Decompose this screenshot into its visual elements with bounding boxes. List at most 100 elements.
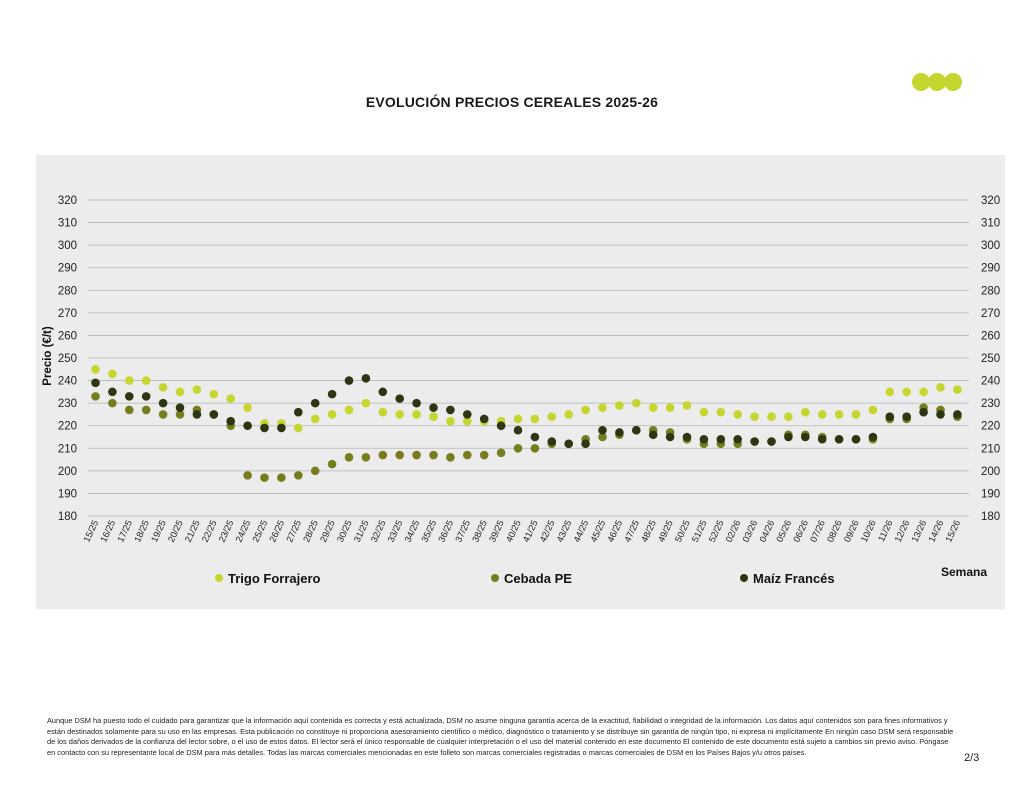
data-point-cebada — [310, 466, 320, 476]
y-tick-label: 280 — [58, 285, 77, 297]
data-point-trigo — [936, 383, 945, 392]
dsm-logo — [912, 73, 962, 91]
data-point-cebada — [530, 443, 540, 453]
data-point-trigo — [868, 405, 878, 415]
page-number: 2/3 — [964, 752, 980, 764]
data-point-cebada — [125, 405, 134, 415]
y-tick-label-right: 300 — [981, 240, 1000, 252]
legend-label: Maíz Francés — [753, 571, 835, 586]
data-point-maiz — [868, 432, 878, 442]
data-point-maiz — [395, 394, 405, 403]
data-point-trigo — [817, 410, 827, 419]
data-point-trigo — [632, 398, 641, 408]
data-point-cebada — [395, 450, 405, 460]
logo-dot-icon — [944, 73, 962, 91]
data-point-trigo — [564, 410, 573, 419]
data-point-cebada — [463, 450, 472, 460]
data-point-trigo — [648, 403, 658, 412]
y-tick-label: 220 — [58, 421, 77, 433]
data-point-cebada — [141, 405, 151, 415]
data-point-cebada — [108, 398, 117, 408]
data-point-cebada — [412, 450, 421, 460]
y-tick-label: 290 — [58, 263, 77, 275]
y-tick-label-right: 180 — [981, 511, 1000, 523]
y-tick-label: 210 — [58, 443, 77, 455]
data-point-maiz — [733, 434, 742, 444]
data-point-cebada — [327, 459, 337, 469]
data-point-maiz — [479, 414, 489, 424]
data-point-trigo — [699, 407, 709, 417]
data-point-maiz — [226, 416, 235, 426]
x-axis-label: Semana — [941, 565, 987, 579]
data-point-maiz — [953, 410, 962, 419]
chart-panel: 180 180 190 190 200 200 210 210 220 220 230 230 240 2… — [36, 155, 1005, 609]
legend-marker-trigo — [215, 574, 223, 582]
chart-title: EVOLUCIÓN PRECIOS CEREALES 2025-26 — [365, 94, 659, 110]
data-point-maiz — [648, 430, 658, 440]
data-point-trigo — [682, 401, 692, 410]
data-point-maiz — [699, 434, 709, 444]
data-point-trigo — [902, 387, 911, 397]
chart-background — [36, 155, 1005, 609]
data-point-maiz — [496, 421, 506, 431]
data-point-trigo — [395, 410, 405, 419]
data-point-cebada — [598, 432, 607, 442]
y-tick-label-right: 200 — [981, 466, 1000, 478]
data-point-cebada — [429, 450, 438, 460]
y-tick-label-right: 190 — [981, 488, 1000, 500]
data-point-maiz — [125, 392, 134, 401]
y-tick-label-right: 290 — [981, 263, 1000, 275]
data-point-trigo — [226, 394, 235, 403]
y-tick-label-right: 270 — [981, 308, 1000, 320]
y-tick-label: 310 — [58, 218, 77, 230]
data-point-trigo — [344, 405, 354, 415]
data-point-cebada — [496, 448, 506, 458]
data-point-maiz — [834, 434, 844, 444]
data-point-trigo — [446, 416, 455, 426]
y-tick-label: 260 — [58, 330, 77, 342]
data-point-trigo — [243, 403, 252, 412]
data-point-maiz — [817, 434, 827, 444]
data-point-cebada — [446, 453, 455, 462]
data-point-trigo — [733, 410, 742, 419]
data-point-maiz — [784, 432, 793, 442]
data-point-maiz — [598, 425, 607, 435]
data-point-trigo — [750, 412, 759, 421]
data-point-cebada — [91, 392, 100, 401]
y-tick-label: 270 — [58, 308, 77, 320]
y-tick-label: 240 — [58, 376, 77, 388]
data-point-trigo — [327, 410, 337, 419]
y-tick-label: 190 — [58, 488, 77, 500]
data-point-maiz — [919, 407, 928, 417]
legend-marker-cebada — [491, 574, 499, 582]
y-tick-label-right: 320 — [981, 195, 1000, 207]
data-point-trigo — [91, 364, 100, 374]
data-point-trigo — [716, 407, 726, 417]
y-tick-label-right: 210 — [981, 443, 1000, 455]
y-axis-label: Precio (€/t) — [42, 326, 54, 386]
y-tick-label-right: 310 — [981, 218, 1000, 230]
data-point-trigo — [463, 416, 472, 426]
data-point-trigo — [801, 407, 810, 417]
y-tick-label-right: 230 — [981, 398, 1000, 410]
data-point-maiz — [361, 374, 371, 383]
y-tick-label: 250 — [58, 353, 77, 365]
y-tick-label-right: 240 — [981, 376, 1000, 388]
price-chart: 180 180 190 190 200 200 210 210 220 220 230 230 240 2… — [36, 155, 1005, 609]
data-point-trigo — [209, 389, 219, 399]
data-point-maiz — [885, 412, 895, 421]
data-point-cebada — [378, 450, 388, 460]
data-point-cebada — [260, 473, 269, 482]
legend-marker-maiz — [740, 574, 748, 582]
data-point-cebada — [344, 453, 354, 462]
y-tick-label-right: 220 — [981, 421, 1000, 433]
data-point-maiz — [801, 432, 810, 442]
data-point-trigo — [784, 412, 793, 421]
data-point-cebada — [158, 410, 168, 419]
logo-dot-icon — [912, 73, 930, 91]
data-point-trigo — [378, 407, 388, 417]
legend-label: Trigo Forrajero — [228, 571, 321, 586]
data-point-trigo — [581, 405, 590, 415]
data-point-maiz — [564, 439, 573, 449]
y-tick-label: 320 — [58, 195, 77, 207]
